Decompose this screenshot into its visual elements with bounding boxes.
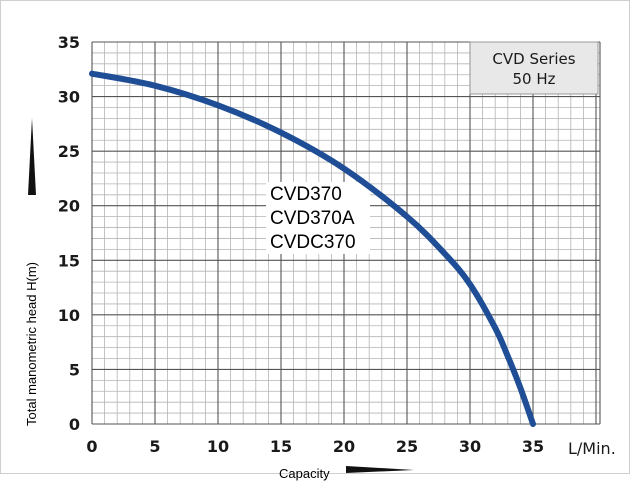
x-tick-label: 10	[207, 437, 229, 456]
x-tick-label: 15	[270, 437, 292, 456]
x-tick-label: 20	[333, 437, 355, 456]
model-label-3: CVDC370	[270, 232, 356, 253]
y-tick-label: 35	[58, 33, 80, 52]
y-tick-label: 25	[58, 142, 80, 161]
y-tick-label: 0	[69, 415, 80, 434]
y-axis-arrow	[28, 118, 36, 195]
pump-performance-curve	[89, 70, 536, 427]
series-name: CVD Series	[492, 50, 575, 68]
model-label-2: CVD370A	[270, 208, 355, 229]
x-tick-label: 35	[522, 437, 544, 456]
model-label-1: CVD370	[270, 184, 342, 205]
x-tick-label: 30	[459, 437, 481, 456]
x-axis-title: Capacity	[279, 466, 330, 481]
model-label-background	[266, 182, 370, 254]
y-tick-labels: 0 5 10 15 20 25 30 35	[58, 33, 80, 434]
x-axis-arrow	[346, 466, 414, 473]
series-info-box	[469, 41, 599, 95]
frequency-label: 50 Hz	[512, 70, 555, 88]
chart-frame	[0, 0, 630, 474]
y-tick-label: 20	[58, 197, 80, 216]
y-tick-label: 15	[58, 251, 80, 270]
x-unit-label: L/Min.	[568, 439, 616, 458]
x-tick-label: 25	[396, 437, 418, 456]
y-axis-title: Total manometric head H(m)	[24, 262, 39, 426]
x-tick-label: 5	[149, 437, 160, 456]
y-tick-label: 30	[58, 88, 80, 107]
x-tick-label: 0	[86, 437, 97, 456]
x-tick-labels: 0 5 10 15 20 25 30 35	[86, 437, 544, 456]
y-tick-label: 5	[69, 360, 80, 379]
y-tick-label: 10	[58, 306, 80, 325]
